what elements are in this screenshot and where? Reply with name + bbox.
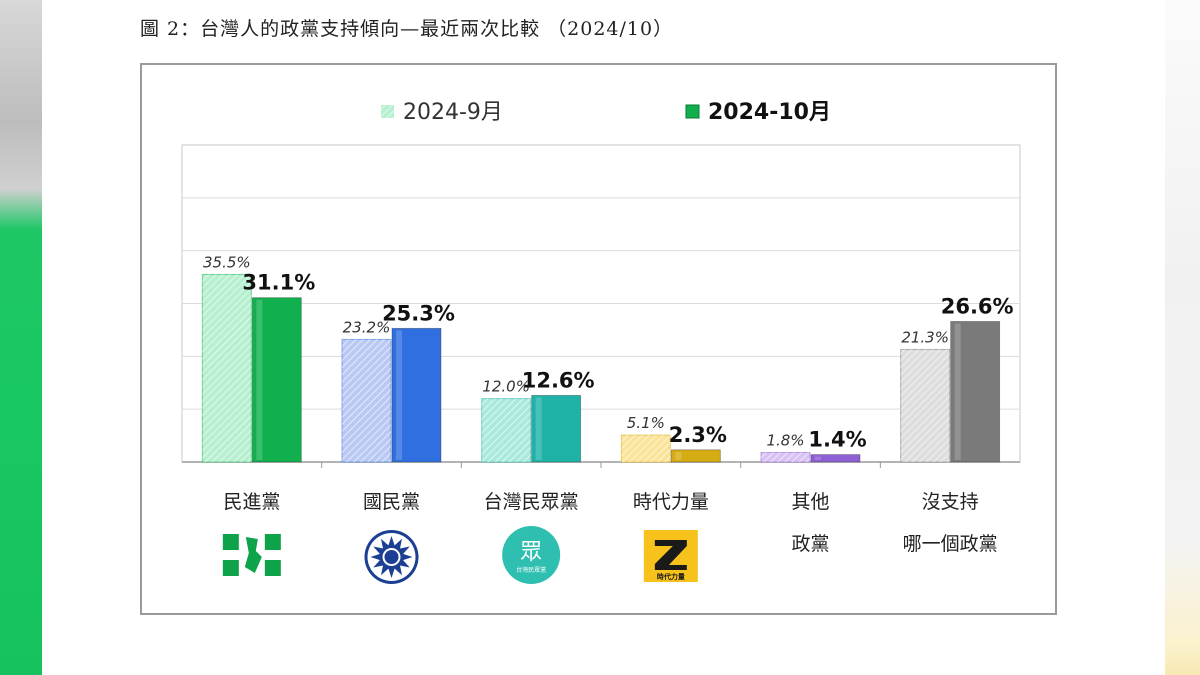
svg-text:時代力量: 時代力量 (657, 572, 685, 581)
bar-chart: 2024-9月 2024-10月 35.5%31.1% 民進黨 23.2%25.3%… (181, 100, 1021, 584)
category-label: 政黨 (791, 533, 829, 555)
figure-title: 圖 2：台灣人的政黨支持傾向—最近兩次比較 （2024/10） (140, 18, 674, 40)
data-label-series-b: 31.1% (242, 271, 315, 295)
bar-series-a-hatch (481, 398, 531, 462)
bar-series-b-highlight (396, 330, 402, 460)
category-label: 台灣民眾黨 (484, 491, 579, 513)
legend-label-series-a: 2024-9月 (403, 100, 503, 125)
left-background-strip (0, 0, 42, 675)
bar-series-b-highlight (256, 299, 263, 460)
plot-area: 35.5%31.1% 民進黨 23.2%25.3% 國民黨 12.0%12.6% 台灣民眾… (181, 144, 1021, 584)
data-label-series-a: 21.3% (901, 328, 949, 346)
bar-series-a-hatch (761, 452, 810, 462)
bar-series-b (950, 321, 1001, 463)
svg-text:眾: 眾 (520, 540, 542, 565)
dpp-logo (222, 534, 281, 576)
bar-series-a-hatch (900, 349, 950, 462)
bar-series-a-hatch (202, 274, 252, 462)
npp-logo: 時代力量 (643, 530, 698, 582)
legend: 2024-9月 2024-10月 (381, 100, 831, 125)
data-label-series-b: 12.6% (522, 368, 595, 392)
data-label-series-a: 12.0% (482, 378, 530, 396)
bar-series-b (670, 449, 721, 463)
data-label-series-b: 1.4% (808, 428, 866, 452)
bar-series-b-highlight (954, 323, 961, 460)
chart-frame: 2024-9月 2024-10月 35.5% 31.1% 民進黨 23.2% 25.3%… (140, 63, 1057, 615)
bar-series-b-highlight (675, 451, 682, 460)
data-label-series-b: 26.6% (941, 294, 1014, 318)
bar-series-b-highlight (535, 397, 542, 460)
bar-series-b (251, 297, 302, 463)
category-label: 沒支持 (922, 491, 979, 513)
data-label-series-a: 23.2% (343, 318, 391, 336)
legend-swatch-series-b (685, 104, 700, 119)
data-label-series-a: 1.8% (766, 431, 804, 449)
svg-text:台灣民眾黨: 台灣民眾黨 (516, 566, 546, 574)
bar-series-a-hatch (342, 339, 391, 462)
legend-label-series-b: 2024-10月 (708, 100, 831, 125)
category-label: 哪一個政黨 (903, 533, 998, 555)
right-background-strip (1165, 0, 1200, 675)
data-label-series-a: 35.5% (203, 253, 251, 271)
bar-series-b (531, 395, 582, 463)
data-label-series-b: 2.3% (669, 423, 727, 447)
bar-series-b (391, 327, 442, 463)
bar-series-a-hatch (621, 435, 671, 462)
category-label: 其他 (791, 491, 829, 513)
category-label: 民進黨 (223, 491, 280, 513)
category-label: 國民黨 (363, 491, 420, 513)
data-label-series-a: 5.1% (627, 414, 665, 432)
kmt-sun-logo (364, 530, 419, 584)
bar-series-b (810, 454, 861, 463)
data-label-series-b: 25.3% (382, 301, 455, 325)
bar-series-b-highlight (815, 456, 821, 460)
legend-swatch-hatch (381, 105, 394, 118)
category-label: 時代力量 (633, 491, 709, 513)
